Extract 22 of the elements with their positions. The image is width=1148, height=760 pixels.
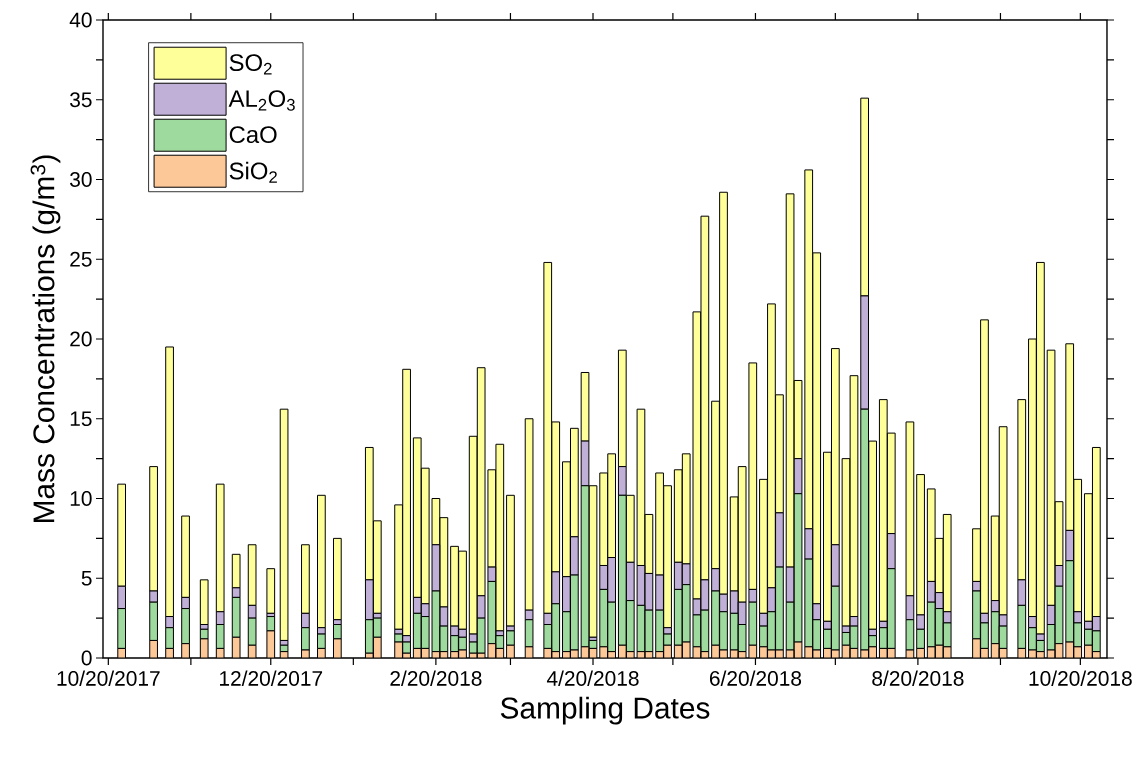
y-tick-label: 40	[69, 12, 92, 28]
y-tick-label: 15	[70, 411, 92, 427]
y-tick-label: 25	[70, 251, 92, 267]
x-tick-label: 8/20/2018	[872, 670, 964, 686]
legend-label: CaO	[229, 126, 277, 144]
y-tick-label: 0	[81, 650, 92, 666]
x-tick-label: 4/20/2018	[546, 670, 639, 686]
x-tick-label: 6/20/2018	[709, 670, 802, 686]
y-tick-label: 20	[70, 331, 92, 347]
y-tick-label: 5	[81, 570, 92, 586]
y-tick-label: 35	[70, 92, 92, 108]
legend-label: AL$_{2}$O$_{3}$	[228, 90, 295, 111]
y-tick-label: 10	[70, 491, 92, 506]
x-axis-title: Sampling Dates	[500, 696, 710, 725]
legend-label: SO$_{2}$	[229, 54, 272, 75]
x-tick-label: 10/20/2018	[1029, 670, 1132, 686]
y-tick-label: 30	[70, 172, 92, 187]
x-tick-label: 12/20/2017	[220, 670, 323, 686]
x-tick-label: 2/20/2018	[390, 670, 482, 686]
y-axis-title: Mass Concentrations (g/m$^{3}$)	[30, 155, 61, 522]
x-tick-label: 10/20/2017	[57, 670, 160, 686]
legend-label: SiO$_{2}$	[229, 161, 277, 183]
